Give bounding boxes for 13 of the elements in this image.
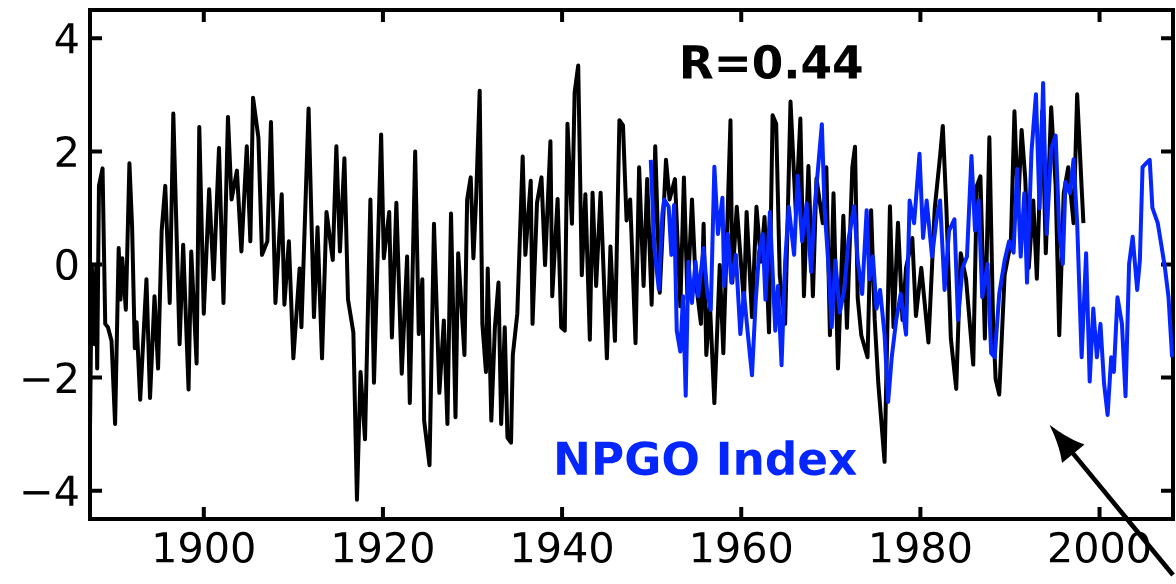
annotation: R=0.44 [683,44,862,80]
y-tick-label: 2 [56,136,76,167]
y-tick-label: 4 [55,23,78,54]
y-tick-label: 0 [56,248,78,281]
y-tick-label: −4 [23,475,78,506]
x-tick-label: 1900 [155,531,254,563]
x-tick-label: 1940 [514,531,612,563]
line-series [648,80,1175,417]
y-tick-label: −2 [23,362,76,393]
x-tick-label: 1920 [334,531,433,563]
series-label: NPGO Index [557,440,857,476]
x-tick-label: 1980 [872,531,971,563]
x-tick-label: 1960 [693,531,792,563]
